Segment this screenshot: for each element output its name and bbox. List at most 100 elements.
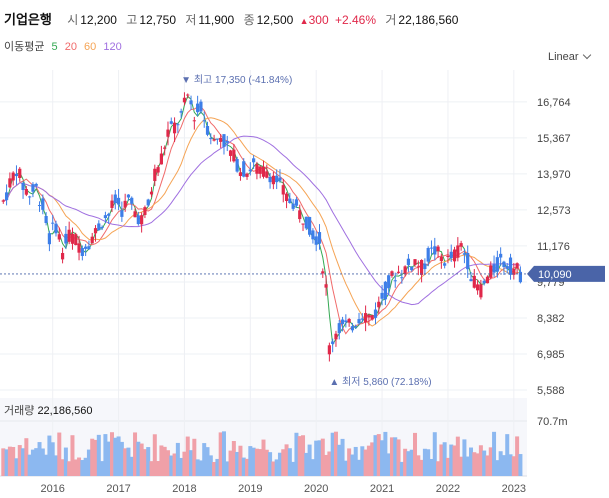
- candle-body: [179, 111, 183, 113]
- volume-bar: [185, 436, 190, 476]
- volume-bar: [37, 442, 42, 476]
- candle-body: [485, 276, 490, 284]
- candle-body: [146, 199, 150, 206]
- candle-body: [518, 271, 523, 283]
- candle-body: [11, 172, 15, 181]
- volume-bar: [508, 454, 513, 476]
- volume-bar: [455, 436, 460, 476]
- volume-bar: [7, 446, 12, 476]
- volume-bar: [284, 444, 289, 476]
- current-price-label: 10,090: [538, 269, 572, 281]
- candle-body: [93, 228, 98, 234]
- candle-body: [209, 137, 213, 140]
- volume-bar: [142, 449, 147, 476]
- volume-bar: [159, 445, 164, 476]
- candle-body: [403, 266, 407, 274]
- y-tick-label: 8,382: [537, 313, 565, 325]
- volume-bar: [4, 449, 9, 476]
- candle-body: [232, 149, 236, 162]
- candle-body: [278, 177, 282, 181]
- volume-bar: [340, 438, 345, 476]
- stock-header: 기업은행 시 12,200 고 12,750 저 11,900 종 12,500 ▲30…: [4, 9, 458, 27]
- candle-body: [294, 199, 299, 206]
- candle-body: [459, 243, 463, 247]
- volume-bar: [96, 434, 101, 476]
- volume-bar: [518, 454, 523, 476]
- volume-bar: [515, 436, 520, 476]
- volume-bar: [287, 448, 292, 476]
- candle-body: [383, 281, 387, 300]
- candle-body: [370, 315, 374, 320]
- ma-line-20: [3, 106, 521, 335]
- candle-body: [116, 197, 121, 205]
- x-tick-label: 2017: [106, 483, 130, 495]
- volume-bar: [113, 437, 118, 476]
- volume-bar: [258, 449, 263, 476]
- volume-bar: [294, 432, 299, 476]
- volume-bar: [86, 449, 91, 476]
- volume-bar: [501, 455, 506, 476]
- volume-bar: [212, 461, 217, 476]
- candle-body: [37, 205, 42, 207]
- volume-bar: [17, 445, 22, 476]
- y-tick-label: 11,176: [537, 241, 570, 253]
- volume-bar: [436, 461, 441, 476]
- candle-body: [515, 263, 519, 269]
- volume-bar: [251, 447, 256, 476]
- candle-body: [360, 318, 364, 320]
- volume-bar: [472, 452, 477, 476]
- candle-body: [334, 333, 338, 340]
- candle-body: [393, 280, 397, 282]
- volume-bar: [198, 460, 203, 476]
- volume-bar: [165, 450, 170, 476]
- candle-body: [350, 326, 355, 331]
- volume-bar: [67, 461, 72, 476]
- candle-body: [298, 210, 302, 220]
- volume-bar: [426, 449, 431, 476]
- volume-bar: [314, 440, 319, 476]
- candle-body: [472, 275, 476, 288]
- volume-bar: [380, 440, 385, 476]
- candle-body: [499, 253, 503, 258]
- volume-bar: [498, 451, 503, 476]
- candle-body: [311, 230, 315, 240]
- candle-body: [331, 341, 335, 344]
- candle-body: [308, 216, 312, 235]
- moving-average-legend[interactable]: 이동평균 5 20 60 120: [4, 38, 126, 54]
- candle-body: [133, 211, 137, 218]
- candle-body: [304, 216, 308, 229]
- volume-bar: [353, 446, 358, 476]
- candle-body: [186, 94, 190, 96]
- candle-body: [380, 292, 384, 299]
- volume-bar: [432, 432, 437, 476]
- volume-bar: [228, 450, 233, 476]
- volume-bar: [77, 457, 82, 476]
- scale-mode-dropdown[interactable]: Linear: [548, 50, 591, 63]
- volume-bar: [215, 458, 220, 476]
- candle-body: [512, 268, 516, 275]
- candle-body: [284, 193, 289, 202]
- x-tick-label: 2018: [172, 483, 196, 495]
- candle-body: [242, 161, 246, 177]
- volume-value: 22,186,560: [398, 13, 459, 27]
- candle-body: [396, 271, 401, 273]
- candle-body: [347, 318, 351, 323]
- volume-bar: [478, 445, 483, 476]
- high-value: 12,750: [139, 13, 177, 27]
- volume-bar: [399, 461, 404, 476]
- candle-body: [400, 277, 404, 279]
- candle-body: [261, 166, 266, 177]
- volume-bar: [231, 441, 236, 476]
- volume-bar: [343, 460, 348, 476]
- volume-bar: [445, 457, 450, 476]
- change-value: 300: [308, 13, 329, 27]
- volume-bar: [192, 438, 197, 476]
- volume-bar: [146, 447, 151, 476]
- x-tick-label: 2023: [502, 483, 526, 495]
- volume-bar: [14, 458, 19, 476]
- volume-bar: [376, 434, 381, 476]
- candle-body: [24, 189, 28, 195]
- volume-bar: [245, 458, 250, 476]
- candle-body: [136, 215, 140, 225]
